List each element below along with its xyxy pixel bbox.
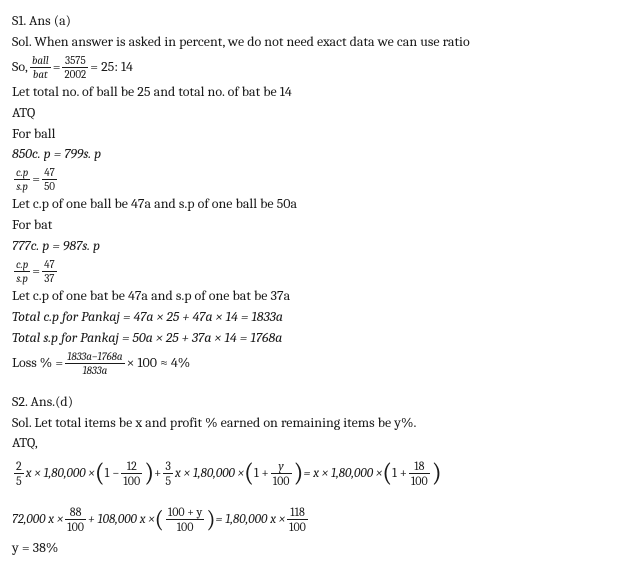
eq-mid: = <box>53 58 61 77</box>
frac-18-100: 18 100 <box>409 460 430 487</box>
frac-88-100: 88 100 <box>65 506 86 533</box>
so-text: So, <box>12 58 28 77</box>
frac-47-37: 47 37 <box>42 259 57 284</box>
frac-47-50: 47 50 <box>42 167 57 192</box>
frac-2-5: 2 5 <box>14 460 24 487</box>
s2-eq-line1: 2 5 x × 1,80,000 × ( 1 − 12 100 ) + 3 5 … <box>12 456 608 491</box>
s2-eq-line2: 72,000 x × 88 100 + 108,000 x × ( 100 + … <box>12 503 608 535</box>
s1-let-total: Let total no. of ball be 25 and total no… <box>12 83 608 102</box>
frac-ball-bat: ball bat <box>30 55 51 80</box>
s1-cp-sp-bat: c.p s.p = 47 37 <box>12 259 608 284</box>
frac-118-100: 118 100 <box>287 506 308 533</box>
s1-atq: ATQ <box>12 104 608 123</box>
frac-3-5: 3 5 <box>163 460 173 487</box>
s1-total-cp: Total c.p for Pankaj = 47a × 25 + 47a × … <box>12 308 608 327</box>
s1-header: S1. Ans (a) <box>12 12 608 31</box>
frac-loss: 1833a−1768a 1833a <box>65 351 125 376</box>
s1-cp-sp-ball: c.p s.p = 47 50 <box>12 167 608 192</box>
s1-for-bat: For bat <box>12 216 608 235</box>
s1-total-sp: Total s.p for Pankaj = 50a × 25 + 37a × … <box>12 329 608 348</box>
s2-answer: y = 38% <box>12 539 608 558</box>
s2-atq: ATQ, <box>12 434 608 453</box>
frac-3575-2002: 3575 2002 <box>62 55 88 80</box>
s1-intro: Sol. When answer is asked in percent, we… <box>12 33 608 52</box>
eq-end: = 25: 14 <box>90 58 133 77</box>
s2-intro: Sol. Let total items be x and profit % e… <box>12 414 608 433</box>
s1-loss-line: Loss % = 1833a−1768a 1833a × 100 ≈ 4% <box>12 351 608 376</box>
s1-let-cp-ball: Let c.p of one ball be 47a and s.p of on… <box>12 195 608 214</box>
frac-12-100: 12 100 <box>121 460 142 487</box>
s1-for-ball: For ball <box>12 125 608 144</box>
frac-cp-sp: c.p s.p <box>14 167 30 192</box>
frac-y-100: y 100 <box>271 460 292 487</box>
s2-header: S2. Ans.(d) <box>12 393 608 412</box>
s1-let-cp-bat: Let c.p of one bat be 47a and s.p of one… <box>12 287 608 306</box>
loss-label: Loss % = <box>12 354 63 373</box>
s1-bat-eq: 777c. p = 987s. p <box>12 237 608 256</box>
s1-ball-eq: 850c. p = 799s. p <box>12 145 608 164</box>
s1-ratio-line: So, ball bat = 3575 2002 = 25: 14 <box>12 55 608 80</box>
frac-100y-100: 100 + y 100 <box>166 506 204 533</box>
frac-cp-sp2: c.p s.p <box>14 259 30 284</box>
loss-end: × 100 ≈ 4% <box>127 354 191 373</box>
